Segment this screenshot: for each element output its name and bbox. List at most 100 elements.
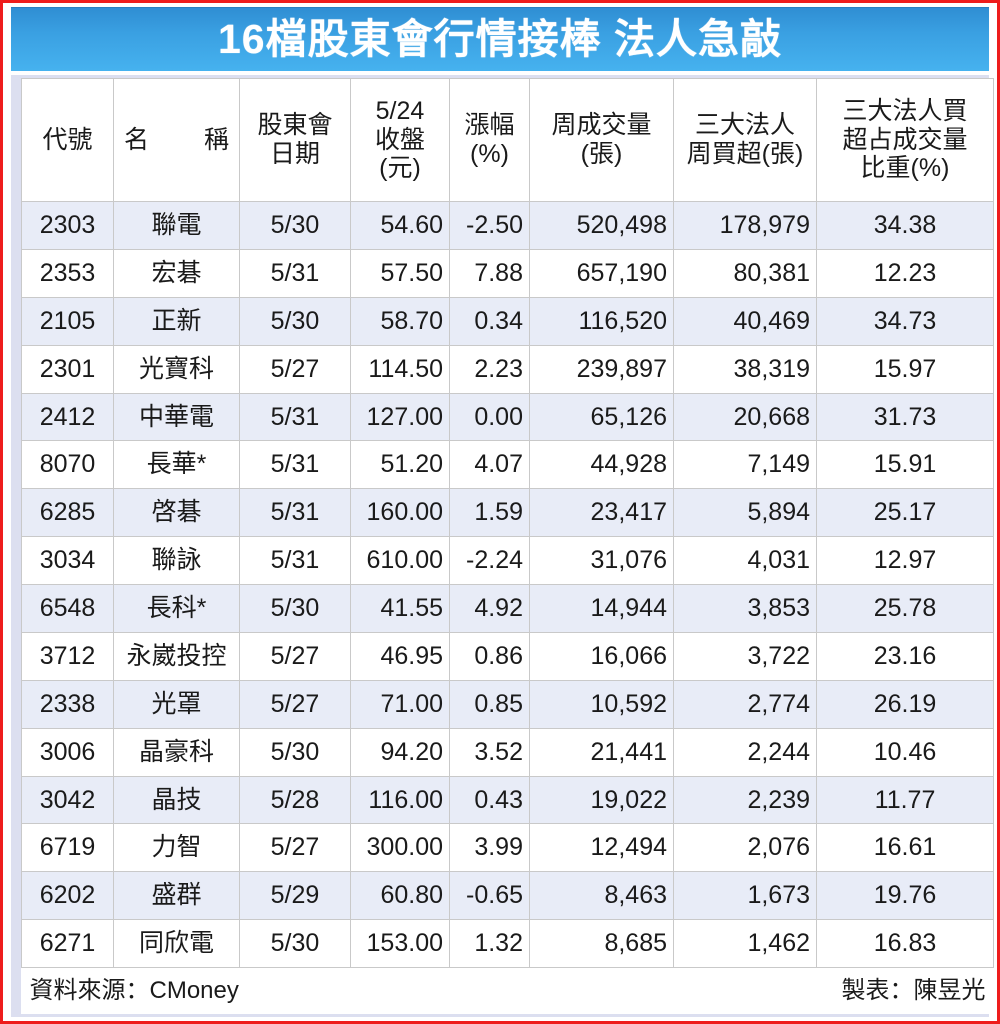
cell-net-buy-ratio: 16.83 <box>816 919 994 968</box>
table-header: 代號 名 稱 股東會 日期 <box>21 78 994 202</box>
cell-net-buy-ratio: 31.73 <box>816 392 994 442</box>
table-row: 6271 同欣電 5/30 153.00 1.32 8,685 1,462 16.83 <box>21 919 994 968</box>
header-name: 名 稱 <box>113 78 240 202</box>
header-change-pct: 漲幅 (%) <box>449 78 530 202</box>
cell-name: 晶豪科 <box>113 727 240 777</box>
header-change-line1: 漲幅 <box>464 111 515 140</box>
cell-code: 8070 <box>21 440 114 490</box>
cell-close-price: 610.00 <box>350 536 450 585</box>
cell-meeting-date: 5/31 <box>239 536 351 585</box>
table-row: 3006 晶豪科 5/30 94.20 3.52 21,441 2,244 10.46 <box>21 727 994 777</box>
header-meeting-date-line1: 股東會 <box>257 111 333 140</box>
cell-name: 晶技 <box>113 775 240 825</box>
cell-net-buy: 5,894 <box>673 488 817 538</box>
cell-net-buy: 7,149 <box>673 440 817 490</box>
cell-change-pct: 3.52 <box>449 727 530 777</box>
header-ratio-line2: 超占成交量 <box>842 125 968 154</box>
cell-close-price: 60.80 <box>350 871 450 921</box>
cell-name: 中華電 <box>113 392 240 442</box>
cell-meeting-date: 5/30 <box>239 919 351 968</box>
cell-net-buy: 2,244 <box>673 727 817 777</box>
cell-net-buy-ratio: 15.97 <box>816 344 994 394</box>
cell-name: 同欣電 <box>113 919 240 968</box>
cell-net-buy-ratio: 19.76 <box>816 871 994 921</box>
cell-net-buy: 1,462 <box>673 919 817 968</box>
header-institutional-net-buy: 三大法人 周買超(張) <box>673 78 817 202</box>
cell-meeting-date: 5/31 <box>239 488 351 538</box>
cell-name: 啓碁 <box>113 488 240 538</box>
cell-meeting-date: 5/27 <box>239 631 351 681</box>
cell-change-pct: 1.59 <box>449 488 530 538</box>
cell-change-pct: -2.50 <box>449 201 530 250</box>
table-row: 2303 聯電 5/30 54.60 -2.50 520,498 178,979 34.38 <box>21 201 994 250</box>
cell-meeting-date: 5/29 <box>239 871 351 921</box>
cell-weekly-volume: 21,441 <box>529 727 674 777</box>
cell-code: 6548 <box>21 584 114 633</box>
table-row: 3042 晶技 5/28 116.00 0.43 19,022 2,239 11.77 <box>21 775 994 825</box>
header-volume-line2: (張) <box>580 140 623 168</box>
cell-weekly-volume: 520,498 <box>529 201 674 250</box>
cell-weekly-volume: 19,022 <box>529 775 674 825</box>
cell-close-price: 300.00 <box>350 823 450 873</box>
table-row: 6285 啓碁 5/31 160.00 1.59 23,417 5,894 25.17 <box>21 488 994 538</box>
cell-code: 6719 <box>21 823 114 873</box>
cell-code: 3712 <box>21 631 114 681</box>
cell-name: 光寶科 <box>113 344 240 394</box>
cell-weekly-volume: 31,076 <box>529 536 674 585</box>
cell-weekly-volume: 14,944 <box>529 584 674 633</box>
cell-net-buy-ratio: 15.91 <box>816 440 994 490</box>
cell-net-buy: 40,469 <box>673 296 817 346</box>
cell-weekly-volume: 116,520 <box>529 296 674 346</box>
table-row: 3712 永崴投控 5/27 46.95 0.86 16,066 3,722 23.16 <box>21 631 994 681</box>
header-close-price: 5/24 收盤 (元) <box>350 78 450 202</box>
cell-net-buy: 3,853 <box>673 584 817 633</box>
cell-name: 力智 <box>113 823 240 873</box>
header-change-line2: (%) <box>470 140 509 168</box>
title-bar: 16檔股東會行情接棒 法人急敲 <box>11 7 989 71</box>
cell-net-buy-ratio: 12.23 <box>816 248 994 298</box>
cell-weekly-volume: 8,685 <box>529 919 674 968</box>
table-row: 6719 力智 5/27 300.00 3.99 12,494 2,076 16.61 <box>21 823 994 873</box>
page-title: 16檔股東會行情接棒 法人急敲 <box>218 16 782 62</box>
cell-change-pct: 2.23 <box>449 344 530 394</box>
cell-close-price: 153.00 <box>350 919 450 968</box>
header-volume-line1: 周成交量 <box>551 111 652 140</box>
cell-code: 2303 <box>21 201 114 250</box>
header-ratio-line1: 三大法人買 <box>842 96 968 125</box>
cell-meeting-date: 5/27 <box>239 344 351 394</box>
cell-net-buy: 2,076 <box>673 823 817 873</box>
cell-net-buy-ratio: 16.61 <box>816 823 994 873</box>
cell-name: 正新 <box>113 296 240 346</box>
cell-change-pct: 3.99 <box>449 823 530 873</box>
cell-change-pct: 0.43 <box>449 775 530 825</box>
table-container: 代號 名 稱 股東會 日期 <box>11 75 994 1017</box>
cell-net-buy: 1,673 <box>673 871 817 921</box>
stock-table: 代號 名 稱 股東會 日期 <box>21 78 994 1014</box>
table-row: 2412 中華電 5/31 127.00 0.00 65,126 20,668 31.73 <box>21 392 994 442</box>
table-row: 3034 聯詠 5/31 610.00 -2.24 31,076 4,031 12.97 <box>21 536 994 585</box>
cell-weekly-volume: 657,190 <box>529 248 674 298</box>
cell-net-buy: 4,031 <box>673 536 817 585</box>
cell-meeting-date: 5/30 <box>239 201 351 250</box>
cell-change-pct: 1.32 <box>449 919 530 968</box>
cell-code: 2353 <box>21 248 114 298</box>
cell-net-buy-ratio: 25.17 <box>816 488 994 538</box>
cell-net-buy: 2,239 <box>673 775 817 825</box>
table-row: 2301 光寶科 5/27 114.50 2.23 239,897 38,319 15.97 <box>21 344 994 394</box>
cell-name: 長科* <box>113 584 240 633</box>
cell-weekly-volume: 10,592 <box>529 679 674 729</box>
cell-close-price: 127.00 <box>350 392 450 442</box>
cell-meeting-date: 5/30 <box>239 727 351 777</box>
cell-meeting-date: 5/31 <box>239 392 351 442</box>
cell-change-pct: 0.00 <box>449 392 530 442</box>
cell-code: 6202 <box>21 871 114 921</box>
table-row: 8070 長華* 5/31 51.20 4.07 44,928 7,149 15.91 <box>21 440 994 490</box>
cell-meeting-date: 5/30 <box>239 584 351 633</box>
header-row: 代號 名 稱 股東會 日期 <box>21 78 994 202</box>
cell-weekly-volume: 44,928 <box>529 440 674 490</box>
cell-close-price: 114.50 <box>350 344 450 394</box>
cell-change-pct: 4.07 <box>449 440 530 490</box>
cell-code: 3034 <box>21 536 114 585</box>
cell-close-price: 54.60 <box>350 201 450 250</box>
cell-code: 2338 <box>21 679 114 729</box>
